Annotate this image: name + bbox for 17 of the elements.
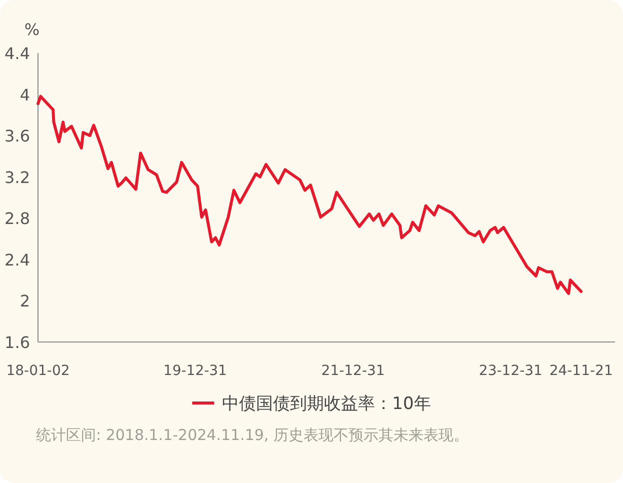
y-tick-label: 2.4	[4, 250, 30, 270]
y-tick-label: 4.4	[4, 44, 30, 63]
y-tick-label: 2	[20, 292, 30, 311]
y-tick-label: 3.2	[4, 168, 30, 187]
y-axis-title: %	[24, 20, 40, 39]
x-tick-label: 18-01-02	[6, 363, 70, 379]
line-series	[36, 94, 583, 295]
y-tick-label: 2.8	[4, 209, 30, 228]
y-tick-label: 3.6	[4, 126, 30, 146]
y-tick-label: 4	[20, 85, 30, 104]
x-tick-label: 23-12-31	[478, 363, 542, 379]
legend-label: 中债国债到期收益率：10年	[222, 394, 431, 414]
y-tick-label: 1.6	[4, 333, 30, 352]
text: 统计区间: 2018.1.1-2024.11.19, 历史表现不预示其未来表现。	[36, 426, 468, 444]
x-tick-label: 21-12-31	[321, 363, 385, 379]
x-tick-label: 19-12-31	[163, 363, 227, 379]
x-tick-label: 24-11-21	[549, 363, 613, 379]
